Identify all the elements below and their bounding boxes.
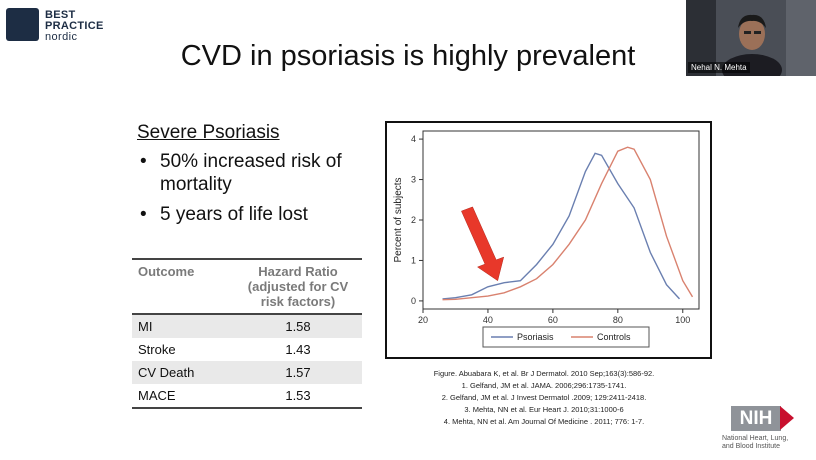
legend-label: Psoriasis <box>517 332 554 342</box>
y-tick-label: 4 <box>411 134 416 144</box>
table-row: CV Death 1.57 <box>132 361 362 384</box>
nih-chevron-icon <box>780 406 794 430</box>
hazard-ratio-cell: 1.43 <box>285 342 311 357</box>
x-tick-label: 40 <box>483 315 493 325</box>
bullet-item: • 50% increased risk of mortality <box>140 150 380 198</box>
plot-frame <box>422 130 700 310</box>
bullet-item: • 5 years of life lost <box>140 203 380 227</box>
nih-text-line: and Blood Institute <box>722 443 780 450</box>
citations: Figure. Abuabara K, et al. Br J Dermatol… <box>394 368 694 428</box>
legend-label: Controls <box>597 332 631 342</box>
hazard-ratio-cell: 1.58 <box>234 314 362 338</box>
line-chart: 0123420406080100AgePercent of subjectsPs… <box>393 130 700 348</box>
x-tick-label: 100 <box>675 315 690 325</box>
y-tick-label: 3 <box>411 175 416 185</box>
outcome-cell: MI <box>132 314 234 338</box>
x-tick-label: 60 <box>548 315 558 325</box>
legend-box <box>482 326 650 348</box>
table-header-row: Outcome Hazard Ratio (adjusted for CV ri… <box>132 259 362 314</box>
y-axis-label: Percent of subjects <box>393 177 404 262</box>
series-line-psoriasis <box>442 152 681 300</box>
outcome-cell: Stroke <box>138 342 176 357</box>
x-tick-label: 80 <box>613 315 623 325</box>
logo-text-best: BEST <box>45 9 76 21</box>
citation-line: Figure. Abuabara K, et al. Br J Dermatol… <box>433 369 655 378</box>
citation-line: 4. Mehta, NN et al. Am Journal Of Medici… <box>443 417 645 426</box>
nih-institute-name: National Heart, Lung, and Blood Institut… <box>722 435 814 451</box>
nih-text-line: National Heart, Lung, <box>722 435 789 442</box>
column-header-outcome: Outcome <box>138 264 195 279</box>
nih-logo-icon: NIH <box>731 406 781 431</box>
speaker-avatar <box>686 0 816 76</box>
bullet-symbol: • <box>140 151 147 172</box>
citation-line: 3. Mehta, NN et al. Eur Heart J. 2010;31… <box>464 405 624 414</box>
x-tick-label: 20 <box>418 315 428 325</box>
table-row: Stroke 1.43 <box>132 338 362 361</box>
bullet-text: 50% increased risk of mortality <box>160 151 342 195</box>
y-tick-label: 0 <box>411 296 416 306</box>
logo-text-practice: PRACTICE <box>45 20 104 32</box>
y-tick-label: 1 <box>411 255 416 265</box>
annotation-arrow-icon <box>461 206 505 282</box>
table-row: MI 1.58 <box>132 314 362 338</box>
subheading-severe-psoriasis: Severe Psoriasis <box>137 122 280 143</box>
best-practice-logo-icon <box>6 8 39 41</box>
hazard-ratio-cell: 1.57 <box>234 361 362 384</box>
bullet-text: 5 years of life lost <box>160 204 308 225</box>
series-line-controls <box>442 146 694 301</box>
participant-video[interactable] <box>686 0 816 76</box>
citation-line: 1. Gelfand, JM et al. JAMA. 2006;296:173… <box>461 381 627 390</box>
column-header-hazard-ratio: Hazard Ratio (adjusted for CV risk facto… <box>247 264 349 309</box>
slide-title: CVD in psoriasis is highly prevalent <box>180 40 636 72</box>
table-row: MACE 1.53 <box>132 384 362 408</box>
hazard-ratio-table: Outcome Hazard Ratio (adjusted for CV ri… <box>132 258 362 409</box>
citation-line: 2. Gelfand, JM et al. J Invest Dermatol … <box>441 393 647 402</box>
outcome-cell: MACE <box>138 388 176 403</box>
y-tick-label: 2 <box>411 215 416 225</box>
age-distribution-figure: 0123420406080100AgePercent of subjectsPs… <box>385 121 712 359</box>
bullet-symbol: • <box>140 204 147 225</box>
outcome-cell: CV Death <box>132 361 234 384</box>
participant-name-label: Nehal N. Mehta <box>688 62 750 73</box>
hazard-ratio-cell: 1.53 <box>285 388 311 403</box>
logo-text-nordic: nordic <box>45 31 78 43</box>
